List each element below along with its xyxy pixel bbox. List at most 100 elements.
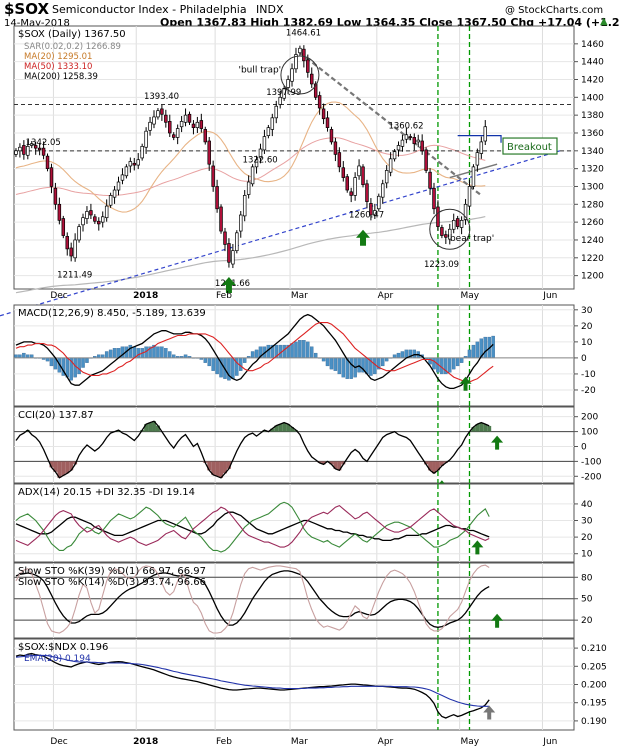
candle-body xyxy=(53,187,58,205)
candle-body xyxy=(357,165,361,177)
candle-body xyxy=(235,232,239,252)
macd-histogram-bar xyxy=(451,357,456,370)
series-line-0 xyxy=(15,570,490,628)
macd-histogram-bar xyxy=(156,346,160,359)
series-line-2 xyxy=(15,504,490,548)
cci-oversold-fill xyxy=(215,461,220,477)
candle-body xyxy=(313,83,318,98)
cci-overbought-fill xyxy=(270,428,275,432)
macd-histogram-bar xyxy=(22,352,26,359)
macd-histogram-bar xyxy=(306,341,310,359)
panel-title: MACD(12,26,9) 8.450, -5.189, 13.639 xyxy=(18,308,206,319)
macd-histogram-bar xyxy=(250,351,255,359)
macd-histogram-bar xyxy=(242,357,247,363)
macd-histogram-bar xyxy=(49,357,54,367)
cci-overbought-fill xyxy=(148,422,153,432)
macd-histogram-bar xyxy=(432,357,436,370)
macd-histogram-bar xyxy=(491,335,495,359)
macd-histogram-bar xyxy=(132,346,137,359)
cci-oversold-fill xyxy=(49,461,54,468)
chart-credit[interactable]: @ StockCharts.com xyxy=(505,5,604,16)
candle-body xyxy=(101,216,105,223)
up-arrow-icon xyxy=(491,613,504,628)
candle-body xyxy=(30,143,34,146)
y-tick-label: 1280 xyxy=(581,200,604,210)
x-month-label: 2018 xyxy=(133,291,158,301)
macd-histogram-bar xyxy=(231,357,235,379)
candle-body xyxy=(242,195,247,217)
candle-body xyxy=(467,186,472,207)
macd-histogram-bar xyxy=(290,343,294,359)
y-tick-label: 200 xyxy=(581,413,598,423)
candle-body xyxy=(479,141,484,154)
candle-body xyxy=(73,239,77,259)
candle-body xyxy=(26,146,30,156)
macd-histogram-bar xyxy=(302,340,306,359)
macd-histogram-bar xyxy=(215,357,219,375)
x-month-label: 2018 xyxy=(133,737,158,747)
candle-body xyxy=(128,161,133,167)
up-arrow-icon xyxy=(483,705,496,720)
macd-histogram-bar xyxy=(396,352,401,359)
candle-body xyxy=(345,176,349,191)
macd-histogram-bar xyxy=(333,357,338,371)
cci-overbought-fill xyxy=(144,424,149,432)
candle-body xyxy=(436,206,440,227)
candle-body xyxy=(160,108,164,115)
candle-body xyxy=(254,159,259,168)
candle-body xyxy=(69,247,73,257)
cci-oversold-fill xyxy=(53,461,58,472)
candle-body xyxy=(239,214,243,232)
panel-title: ADX(14) 20.15 +DI 32.35 -DI 19.14 xyxy=(18,487,195,498)
candle-body xyxy=(61,218,66,236)
trap-annotation: 'bear trap' xyxy=(447,234,494,244)
macd-histogram-bar xyxy=(104,351,109,359)
candle-body xyxy=(250,166,255,185)
chart-date: 14-May-2018 xyxy=(4,18,70,29)
cci-overbought-fill xyxy=(152,421,156,432)
candle-body xyxy=(444,234,448,238)
candle-body xyxy=(89,210,93,216)
cci-oversold-fill xyxy=(61,461,66,476)
y-tick-label: 0.195 xyxy=(581,699,607,709)
candle-body xyxy=(207,140,211,165)
candle-body xyxy=(112,189,117,198)
candle-body xyxy=(373,210,377,216)
candle-body xyxy=(37,147,42,151)
x-month-label: Dec xyxy=(50,291,67,301)
chart-name: Semiconductor Index - Philadelphia xyxy=(52,3,247,16)
y-tick-label: 1300 xyxy=(581,182,604,192)
candle-body xyxy=(432,187,436,210)
y-tick-label: 1400 xyxy=(581,93,604,103)
ratio-panel: 0.190 0.195 0.200 0.205 0.210 $SOX:$NDX 0.196… xyxy=(13,638,607,747)
y-tick-label: 1220 xyxy=(581,254,604,264)
macd-histogram-bar xyxy=(85,357,89,363)
macd-histogram-bar xyxy=(483,336,487,359)
cci-oversold-fill xyxy=(333,461,338,469)
candle-body xyxy=(428,171,432,189)
price-extreme-label: 1211.49 xyxy=(57,270,92,280)
macd-histogram-bar xyxy=(337,357,342,375)
chart-symbol: $SOX xyxy=(4,0,50,18)
candle-body xyxy=(195,121,200,128)
up-arrow-icon xyxy=(221,277,236,293)
macd-histogram-bar xyxy=(294,341,298,359)
legend-item: SAR(0.02,0.2) 1266.89 xyxy=(24,42,121,52)
y-tick-label: 0.190 xyxy=(581,717,607,727)
cci-oversold-fill xyxy=(439,461,444,466)
candle-body xyxy=(420,140,424,152)
candle-body xyxy=(451,220,456,230)
cci-panel: -200 -100 0 100 200 CCI(20) 137.87 xyxy=(13,406,602,495)
cci-oversold-fill xyxy=(428,461,433,471)
y-tick-label: 1420 xyxy=(581,75,604,85)
y-tick-label: 1200 xyxy=(581,272,604,282)
adx-panel: 10 20 30 40 ADX(14) 20.15 +DI 32.35 -DI 19.1… xyxy=(13,483,593,563)
legend-item: MA(20) 1295.01 xyxy=(24,52,92,62)
y-tick-label: 20 xyxy=(581,533,593,543)
macd-histogram-bar xyxy=(412,349,417,359)
candle-body xyxy=(412,137,417,145)
breakout-callout-box xyxy=(502,137,558,155)
y-tick-label: 20 xyxy=(581,322,593,332)
macd-histogram-bar xyxy=(459,357,464,363)
candle-body xyxy=(215,186,219,210)
